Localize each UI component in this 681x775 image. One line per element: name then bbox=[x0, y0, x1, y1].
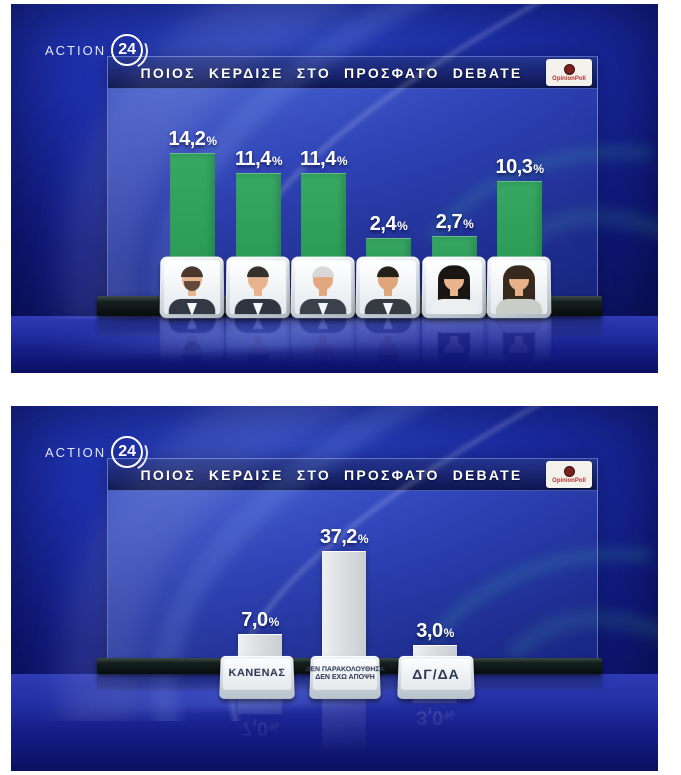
bar-value-label: 2,4% bbox=[369, 213, 408, 235]
bar-value-label: 2,7% bbox=[435, 211, 474, 233]
bar-value-label: 37,2% bbox=[319, 526, 369, 548]
pollster-dot-icon bbox=[563, 465, 575, 477]
person-avatar-icon bbox=[359, 260, 417, 315]
pollster-logo: OpinionPoll bbox=[546, 59, 592, 86]
bar-value-label: 14,2% bbox=[168, 128, 217, 150]
person-avatar-icon bbox=[490, 260, 548, 315]
channel-number-badge: 24 bbox=[111, 34, 144, 66]
chart-bar-3: 11,4% bbox=[300, 148, 348, 270]
studio-floor bbox=[11, 316, 658, 373]
person-avatar-icon bbox=[294, 260, 352, 315]
channel-name: ACTION bbox=[45, 444, 107, 460]
person-avatar-icon bbox=[163, 260, 221, 315]
bar-value-label: 10,3% bbox=[495, 156, 544, 178]
answer-stand-none: ΚΑΝΕΝΑΣ bbox=[219, 655, 295, 699]
channel-name: ACTION bbox=[45, 42, 107, 58]
channel-logo: ACTION 24 bbox=[45, 436, 144, 468]
candidate-photo-card-6 bbox=[486, 256, 552, 319]
chart-bar-did-not-watch: 37,2% bbox=[320, 526, 369, 660]
pollster-name: OpinionPoll bbox=[552, 75, 586, 82]
bar-value-label: 7,0% bbox=[241, 609, 279, 631]
bar-value-label: 11,4% bbox=[300, 148, 348, 170]
person-avatar-icon bbox=[425, 260, 483, 315]
candidate-photo-card-5 bbox=[421, 256, 487, 319]
person-avatar-icon bbox=[229, 260, 287, 315]
channel-number-badge: 24 bbox=[111, 436, 144, 468]
pollster-name: OpinionPoll bbox=[552, 477, 586, 484]
candidate-photo-card-1 bbox=[159, 256, 225, 319]
candidate-photo-card-2 bbox=[225, 256, 291, 319]
answer-stand-did-not-watch: ΔΕΝ ΠΑΡΑΚΟΛΟΥΘΗΣΑ ΔΕΝ ΕΧΩ ΑΠΟΨΗ bbox=[305, 655, 385, 699]
chart-bar-1: 14,2% bbox=[168, 128, 217, 270]
channel-logo: ACTION 24 bbox=[45, 34, 144, 66]
pollster-dot-icon bbox=[563, 63, 575, 75]
panel-other-answers: ΠΟΙΟΣ ΚΕΡΔΙΣΕ ΣΤΟ ΠΡΟΣΦΑΤΟ DEBATE Opinio… bbox=[11, 406, 658, 771]
bar-value-label: 11,4% bbox=[235, 148, 283, 170]
panel-candidate-results: ΠΟΙΟΣ ΚΕΡΔΙΣΕ ΣΤΟ ΠΡΟΣΦΑΤΟ DEBATE Opinio… bbox=[11, 4, 658, 373]
chart-bar-2: 11,4% bbox=[235, 148, 283, 270]
candidate-photo-card-3 bbox=[290, 256, 356, 319]
answer-stand-dont-know: ΔΓ/ΔΑ bbox=[397, 655, 475, 699]
pollster-logo: OpinionPoll bbox=[546, 461, 592, 488]
bar-value-label: 3,0% bbox=[416, 620, 454, 642]
candidate-photo-card-4 bbox=[355, 256, 421, 319]
